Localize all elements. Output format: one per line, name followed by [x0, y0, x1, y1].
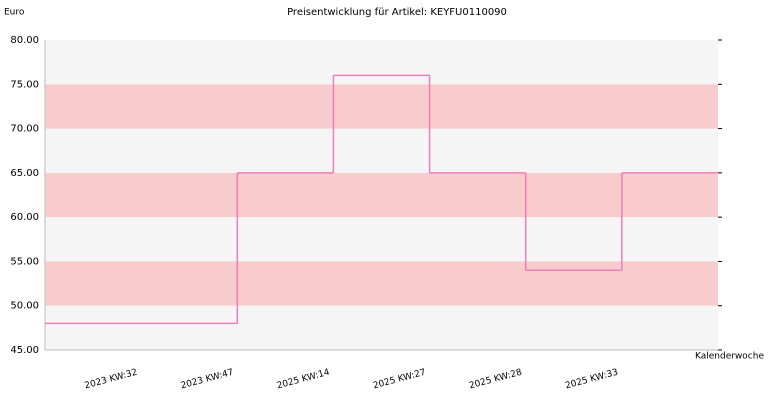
band — [45, 128, 718, 173]
y-tick-label: 70.00 — [10, 124, 39, 135]
y-tick-label: 65.00 — [10, 168, 39, 179]
band — [45, 172, 718, 218]
x-axis-label: Kalenderwoche — [695, 352, 764, 362]
x-tick-label: 2025 KW:28 — [468, 368, 523, 392]
band — [45, 261, 718, 306]
band — [45, 40, 718, 85]
x-tick-label: 2023 KW:47 — [180, 368, 235, 392]
y-tick-label: 50.00 — [10, 301, 39, 312]
y-tick-label: 45.00 — [10, 345, 39, 356]
band — [45, 84, 718, 129]
chart-title: Preisentwicklung für Artikel: KEYFU01100… — [287, 7, 507, 18]
x-tick-label: 2023 KW:32 — [84, 368, 139, 392]
y-tick-label: 60.00 — [10, 212, 39, 223]
y-tick-label: 75.00 — [10, 79, 39, 90]
x-tick-label: 2025 KW:27 — [372, 368, 427, 392]
x-tick-label: 2025 KW:14 — [276, 368, 331, 392]
band — [45, 305, 718, 350]
y-tick-label: 55.00 — [10, 256, 39, 267]
band — [45, 217, 718, 262]
y-axis-label: Euro — [4, 8, 25, 18]
y-tick-label: 80.00 — [10, 35, 39, 46]
x-tick-label: 2025 KW:33 — [564, 368, 619, 392]
